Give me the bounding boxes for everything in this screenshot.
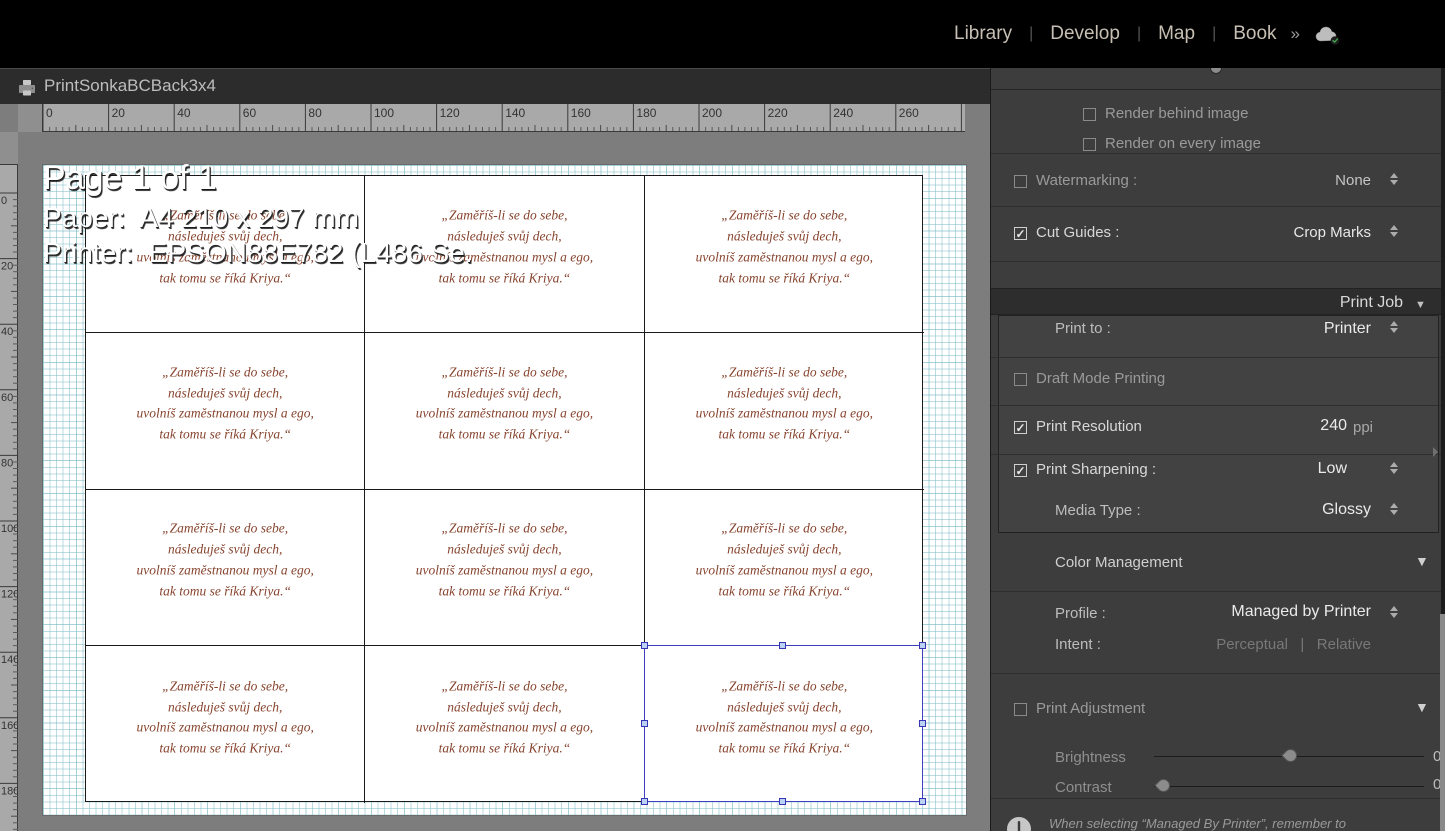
svg-text:80: 80 xyxy=(308,106,322,120)
svg-text:100: 100 xyxy=(374,106,394,120)
svg-text:20: 20 xyxy=(112,106,126,120)
svg-text:220: 220 xyxy=(768,106,788,120)
svg-text:140: 140 xyxy=(505,106,525,120)
svg-text:100: 100 xyxy=(1,523,18,535)
svg-text:180: 180 xyxy=(1,785,18,797)
svg-text:280: 280 xyxy=(964,106,965,120)
svg-text:40: 40 xyxy=(177,106,191,120)
svg-text:120: 120 xyxy=(1,589,18,601)
svg-text:260: 260 xyxy=(899,106,919,120)
svg-text:0: 0 xyxy=(46,106,53,120)
svg-text:20: 20 xyxy=(1,261,13,273)
svg-text:80: 80 xyxy=(1,457,13,469)
svg-text:200: 200 xyxy=(702,106,722,120)
svg-text:140: 140 xyxy=(1,654,18,666)
svg-text:0: 0 xyxy=(1,195,7,207)
svg-text:180: 180 xyxy=(636,106,656,120)
svg-text:60: 60 xyxy=(1,392,13,404)
svg-text:40: 40 xyxy=(1,326,13,338)
svg-text:60: 60 xyxy=(243,106,257,120)
svg-text:240: 240 xyxy=(833,106,853,120)
svg-text:120: 120 xyxy=(440,106,460,120)
svg-text:160: 160 xyxy=(1,720,18,732)
svg-text:160: 160 xyxy=(571,106,591,120)
